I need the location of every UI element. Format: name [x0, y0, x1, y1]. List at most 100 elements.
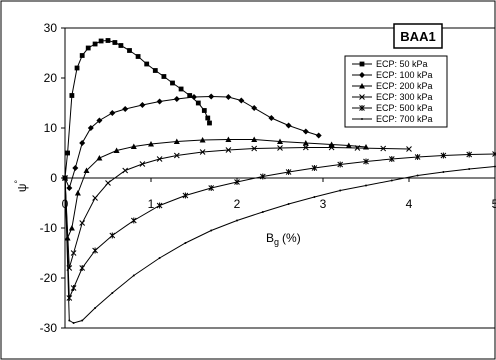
- diamond-marker: [315, 132, 322, 139]
- asterisk-marker: [363, 158, 369, 165]
- square-marker: [135, 54, 141, 59]
- legend-label: ECP: 300 kPa: [376, 92, 433, 102]
- asterisk-marker: [79, 265, 86, 271]
- dot-marker: [64, 177, 66, 179]
- asterisk-marker: [182, 192, 189, 199]
- dot-marker: [68, 319, 71, 322]
- annotation-frame: [393, 23, 443, 49]
- asterisk-marker: [66, 295, 73, 301]
- square-marker: [65, 150, 70, 156]
- square-marker: [85, 45, 91, 51]
- x-marker: [79, 220, 86, 226]
- triangle-marker: [148, 141, 154, 147]
- diamond-marker: [72, 165, 79, 171]
- diamond-marker: [122, 106, 129, 112]
- x-marker: [380, 145, 387, 152]
- x-marker: [359, 94, 365, 100]
- x-marker: [406, 146, 412, 152]
- dot-marker: [236, 219, 238, 222]
- triangle-marker: [302, 140, 309, 146]
- series-line: [64, 95, 319, 190]
- square-marker: [195, 100, 201, 106]
- dot-marker: [416, 174, 419, 177]
- x-marker: [122, 167, 129, 174]
- asterisk-marker: [414, 154, 421, 160]
- legend-item: ECP: 100 kPa: [352, 70, 433, 80]
- triangle-marker: [113, 147, 120, 153]
- series-line: [64, 139, 367, 239]
- triangle-marker: [68, 225, 75, 231]
- diamond-marker: [139, 102, 146, 108]
- y-tick-label: -10: [40, 221, 58, 235]
- dot-marker: [390, 179, 393, 182]
- y-tick-label: 0: [50, 171, 57, 185]
- square-marker: [207, 120, 212, 126]
- square-marker: [112, 40, 118, 45]
- y-tick-label: 10: [44, 121, 58, 135]
- x-marker: [302, 144, 309, 151]
- square-marker: [118, 43, 124, 48]
- triangle-marker: [83, 167, 90, 173]
- y-tick-label: 20: [44, 71, 58, 85]
- asterisk-marker: [234, 179, 240, 185]
- series-layer: [62, 38, 496, 324]
- square-marker: [79, 53, 85, 58]
- diamond-marker: [238, 97, 245, 104]
- square-marker: [161, 74, 167, 79]
- legend-item: ECP: 50 kPa: [352, 59, 428, 69]
- x-axis-label: Bg (%): [266, 231, 301, 247]
- square-marker: [69, 93, 75, 98]
- triangle-marker: [345, 142, 352, 148]
- dot-marker: [365, 184, 367, 187]
- legend-frame: [344, 55, 448, 128]
- x-marker: [328, 144, 335, 151]
- x-marker: [92, 195, 98, 201]
- square-marker: [359, 61, 365, 67]
- diamond-marker: [251, 105, 258, 111]
- diamond-marker: [173, 96, 180, 102]
- y-axis-label-main: ψ: [15, 184, 29, 193]
- x-tick-label: 0: [62, 197, 69, 211]
- dot-marker: [210, 229, 213, 232]
- y-tick-label: -20: [40, 271, 58, 285]
- triangle-marker: [74, 190, 81, 196]
- dot-marker: [313, 196, 316, 198]
- diamond-marker: [225, 94, 232, 100]
- series-6: [64, 165, 496, 324]
- square-marker: [127, 48, 132, 53]
- x-axis-label-unit: (%): [282, 231, 301, 245]
- triangle-marker: [359, 83, 365, 89]
- x-tick-label: 3: [320, 197, 327, 211]
- diamond-marker: [156, 98, 163, 105]
- diamond-marker: [359, 72, 365, 78]
- diamond-marker: [66, 185, 73, 191]
- x-marker: [251, 145, 258, 152]
- square-marker: [98, 38, 104, 44]
- triangle-marker: [173, 138, 180, 144]
- diamond-marker: [302, 128, 309, 135]
- dot-marker: [261, 211, 264, 213]
- triangle-marker: [225, 136, 232, 142]
- dot-marker: [184, 242, 187, 244]
- dot-marker: [442, 171, 445, 173]
- asterisk-marker: [492, 151, 496, 157]
- legend-label: ECP: 50 kPa: [376, 59, 428, 69]
- asterisk-marker: [92, 247, 98, 254]
- annotation-label: BAA1: [400, 29, 435, 44]
- annotation-box: BAA1: [393, 23, 443, 49]
- x-axis-label-sub: g: [274, 237, 279, 247]
- square-marker: [92, 41, 98, 47]
- x-marker: [199, 149, 206, 155]
- axes: 0 1 2 3 4 5 30 20 10 0 -10 -20 -30: [40, 21, 496, 335]
- diamond-marker: [87, 125, 94, 131]
- square-marker: [105, 38, 111, 43]
- x-tick-label: 2: [234, 197, 241, 211]
- x-marker: [70, 250, 77, 256]
- x-marker: [354, 145, 361, 151]
- diamond-marker: [79, 140, 86, 146]
- dot-marker: [111, 292, 114, 294]
- x-marker: [277, 145, 283, 151]
- asterisk-marker: [311, 165, 318, 171]
- diamond-marker: [208, 93, 215, 100]
